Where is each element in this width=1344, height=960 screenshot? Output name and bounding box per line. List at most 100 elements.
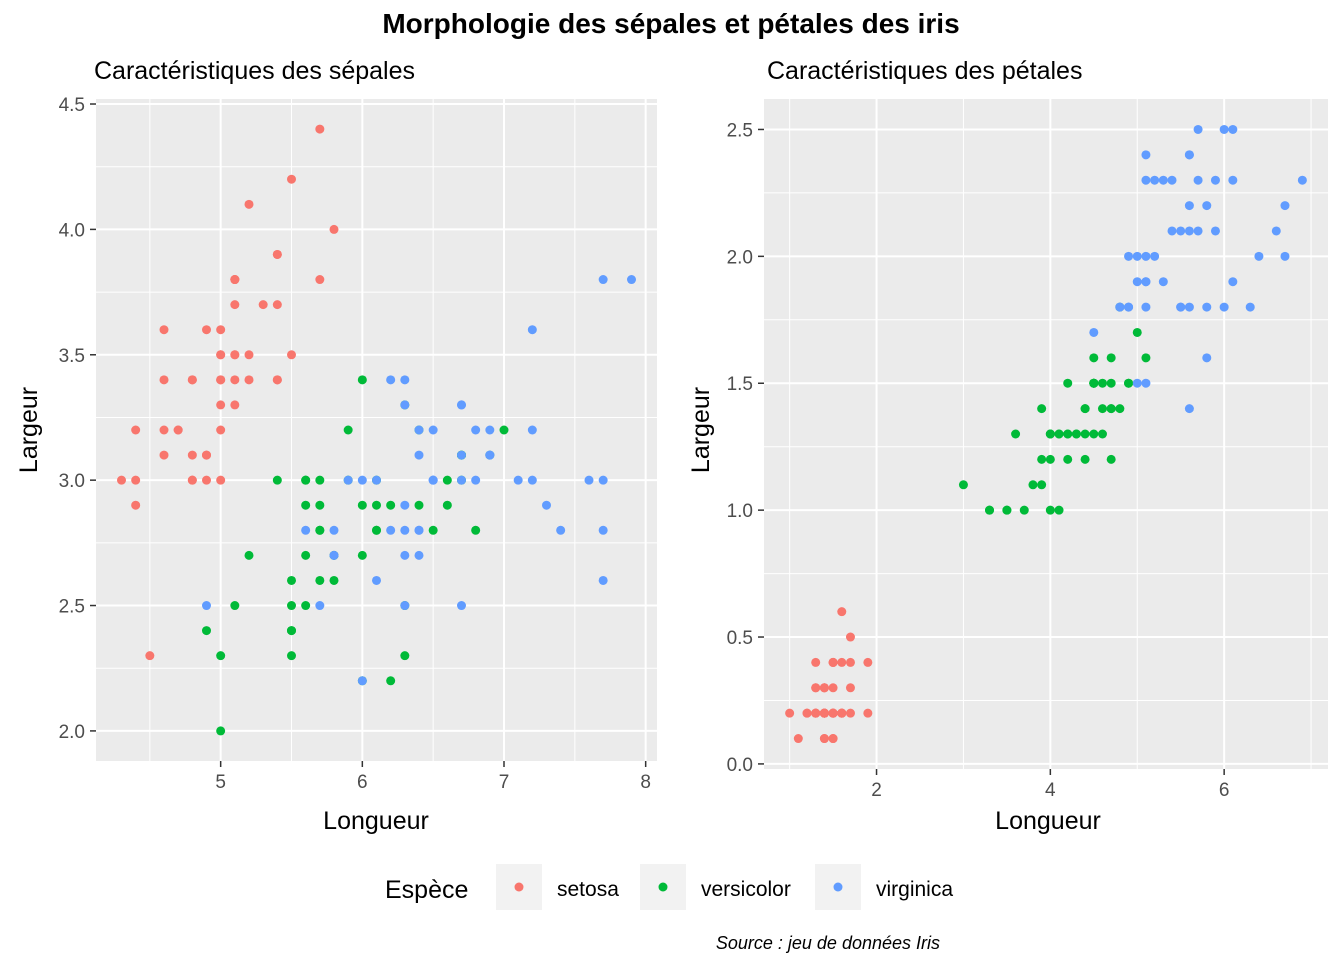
sepal-point-versicolor [287,601,296,611]
sepal-point-virginica [556,525,566,535]
sepal-point-setosa [287,350,296,360]
petal-point-setosa [837,657,847,667]
petal-y-axis-title: Largeur [687,387,715,473]
sepal-point-versicolor [315,525,325,535]
petal-point-versicolor [1063,378,1073,388]
legend-item-setosa: setosa [496,864,619,910]
petal-point-virginica [1141,378,1151,388]
sepal-point-versicolor [400,651,410,661]
sepal-point-setosa [131,425,141,435]
petal-point-versicolor [1132,327,1142,337]
petal-point-virginica [1167,175,1177,185]
petal-y-tick-label: 2.0 [727,247,753,268]
sepal-point-versicolor [230,601,240,611]
petal-point-setosa [837,708,847,718]
petal-point-setosa [845,683,855,693]
petal-grid [764,99,1328,769]
petal-y-tick-label: 1.5 [727,374,753,395]
petal-point-setosa [828,657,838,667]
sepal-subtitle: Caractéristiques des sépales [94,57,415,85]
sepal-point-virginica [400,525,410,535]
petal-y-tick-label: 0.5 [727,628,753,649]
sepal-point-setosa [216,400,226,410]
petal-point-versicolor [1054,505,1064,515]
sepal-point-versicolor [428,525,438,535]
sepal-point-versicolor [357,550,367,560]
sepal-point-versicolor [471,525,481,535]
sepal-point-virginica [598,525,608,535]
petal-point-virginica [1254,251,1264,261]
petal-point-versicolor [1115,404,1125,414]
sepal-point-virginica [457,475,466,485]
sepal-point-setosa [202,450,211,460]
petal-point-setosa [828,734,838,744]
petal-point-versicolor [1106,404,1116,414]
petal-point-virginica [1228,175,1238,185]
sepal-point-virginica [598,275,608,285]
petal-point-versicolor [1097,429,1107,439]
sepal-point-setosa [287,174,296,184]
petal-point-virginica [1228,277,1238,287]
sepal-point-setosa [159,325,169,335]
legend-dot-setosa [514,882,524,892]
sepal-point-virginica [343,475,353,485]
petal-point-versicolor [1045,505,1055,515]
sepal-point-setosa [216,425,226,435]
sepal-point-versicolor [315,500,325,510]
sepal-point-versicolor [372,525,381,535]
petal-point-versicolor [1071,429,1081,439]
petal-point-virginica [1245,302,1255,312]
sepal-point-setosa [202,475,211,485]
sepal-point-virginica [527,325,537,335]
sepal-point-setosa [230,350,240,360]
petal-point-versicolor [1080,404,1090,414]
sepal-point-virginica [414,525,424,535]
petal-point-virginica [1219,124,1229,134]
sepal-point-versicolor [329,575,339,585]
petal-point-virginica [1150,175,1160,185]
legend-label-virginica: virginica [876,878,953,901]
sepal-plot-background [96,99,657,761]
sepal-point-virginica [513,475,523,485]
legend-item-virginica: virginica [815,864,953,910]
petal-point-versicolor [958,480,968,490]
sepal-point-versicolor [244,550,254,560]
sepal-point-versicolor [357,375,367,385]
sepal-y-tick-label: 3.0 [59,471,85,492]
petal-point-setosa [837,607,847,617]
petal-point-versicolor [1002,505,1012,515]
sepal-point-virginica [428,475,438,485]
petal-point-virginica [1150,251,1160,261]
petal-point-setosa [828,708,838,718]
sepal-point-setosa [216,350,226,360]
sepal-point-virginica [400,550,410,560]
sepal-point-setosa [230,275,240,285]
sepal-point-setosa [117,475,126,485]
petal-point-virginica [1280,201,1290,211]
sepal-point-virginica [386,375,396,385]
sepal-axes: 5 6 7 8 2.0 2.5 3.0 3.5 4.0 4.5 [59,95,651,793]
petal-point-virginica [1132,378,1142,388]
sepal-point-setosa [244,350,254,360]
sepal-point-versicolor [287,626,296,636]
legend-title: Espèce [385,876,468,904]
petal-point-versicolor [1124,378,1134,388]
sepal-point-versicolor [301,550,311,560]
sepal-point-virginica [584,475,594,485]
petal-point-setosa [793,734,803,744]
sepal-point-setosa [131,500,141,510]
sepal-point-versicolor [343,425,353,435]
sepal-point-virginica [372,475,381,485]
petal-scatter-panel: Caractéristiques des pétales 2 4 6 0.0 0.5 1.… [687,57,1328,835]
sepal-point-virginica [400,500,410,510]
petal-point-virginica [1297,175,1307,185]
petal-point-virginica [1176,226,1186,236]
sepal-point-setosa [187,375,197,385]
petal-point-versicolor [1019,505,1029,515]
petal-point-virginica [1202,201,1212,211]
petal-point-setosa [811,683,821,693]
legend: Espèce setosa versicolor virginica [385,864,953,910]
sepal-point-virginica [329,525,339,535]
sepal-point-virginica [457,450,466,460]
